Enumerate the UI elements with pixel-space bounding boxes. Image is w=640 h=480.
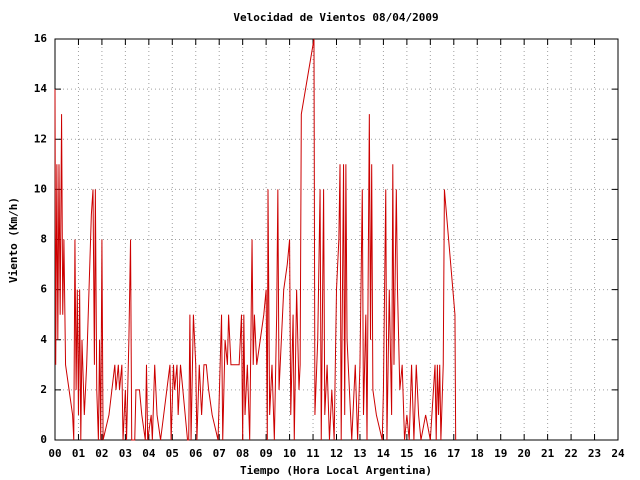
x-tick-label: 12 <box>330 447 343 460</box>
x-tick-label: 10 <box>283 447 296 460</box>
x-tick-label: 11 <box>306 447 320 460</box>
x-tick-label: 01 <box>72 447 86 460</box>
x-tick-label: 15 <box>400 447 413 460</box>
y-tick-label: 4 <box>40 333 47 346</box>
y-tick-label: 6 <box>40 283 47 296</box>
x-tick-label: 06 <box>189 447 203 460</box>
x-axis-label: Tiempo (Hora Local Argentina) <box>240 464 432 477</box>
y-tick-label: 8 <box>40 233 47 246</box>
x-tick-label: 00 <box>48 447 61 460</box>
y-tick-label: 0 <box>40 433 47 446</box>
x-tick-label: 07 <box>213 447 226 460</box>
x-tick-label: 16 <box>424 447 438 460</box>
y-axis-label: Viento (Km/h) <box>7 197 20 283</box>
x-tick-label: 04 <box>142 447 156 460</box>
x-tick-label: 24 <box>611 447 625 460</box>
x-tick-label: 02 <box>95 447 108 460</box>
wind-line <box>54 38 457 441</box>
y-tick-label: 12 <box>34 132 47 145</box>
x-tick-label: 22 <box>564 447 577 460</box>
chart-title: Velocidad de Vientos 08/04/2009 <box>233 11 438 24</box>
x-tick-label: 18 <box>471 447 484 460</box>
x-tick-label: 21 <box>541 447 555 460</box>
x-tick-label: 19 <box>494 447 507 460</box>
x-tick-label: 20 <box>518 447 531 460</box>
x-tick-label: 14 <box>377 447 391 460</box>
y-tick-label: 14 <box>34 82 48 95</box>
x-tick-label: 09 <box>260 447 273 460</box>
x-tick-label: 08 <box>236 447 249 460</box>
x-tick-label: 17 <box>447 447 460 460</box>
y-tick-label: 10 <box>34 182 47 195</box>
x-tick-label: 13 <box>353 447 366 460</box>
y-tick-label: 16 <box>34 32 48 45</box>
x-tick-label: 23 <box>588 447 601 460</box>
x-tick-label: 05 <box>166 447 179 460</box>
x-tick-label: 03 <box>119 447 132 460</box>
y-tick-label: 2 <box>40 383 47 396</box>
